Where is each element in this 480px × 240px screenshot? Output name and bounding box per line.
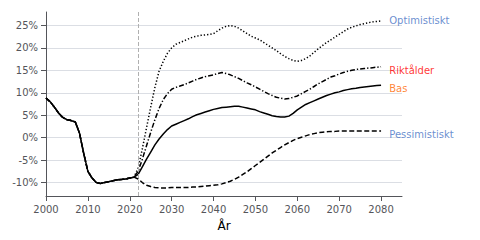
svg-text:Optimistiskt: Optimistiskt [389,15,449,26]
svg-text:10%: 10% [16,87,38,98]
svg-text:2050: 2050 [243,204,268,215]
svg-text:-5%: -5% [19,155,38,166]
svg-text:0%: 0% [22,132,38,143]
svg-text:2020: 2020 [117,204,142,215]
svg-text:2060: 2060 [285,204,310,215]
svg-text:15%: 15% [16,65,38,76]
svg-text:2030: 2030 [159,204,184,215]
svg-text:Bas: Bas [389,83,407,94]
svg-text:5%: 5% [22,110,38,121]
svg-text:År: År [217,218,230,233]
svg-text:2000: 2000 [33,204,58,215]
svg-text:2070: 2070 [326,204,351,215]
svg-text:2040: 2040 [201,204,226,215]
svg-text:2080: 2080 [368,204,393,215]
svg-text:Pessimistiskt: Pessimistiskt [389,129,453,140]
svg-text:2010: 2010 [75,204,100,215]
svg-text:Riktålder: Riktålder [389,64,435,76]
svg-text:-10%: -10% [12,177,38,188]
svg-text:25%: 25% [16,20,38,31]
svg-text:20%: 20% [16,42,38,53]
